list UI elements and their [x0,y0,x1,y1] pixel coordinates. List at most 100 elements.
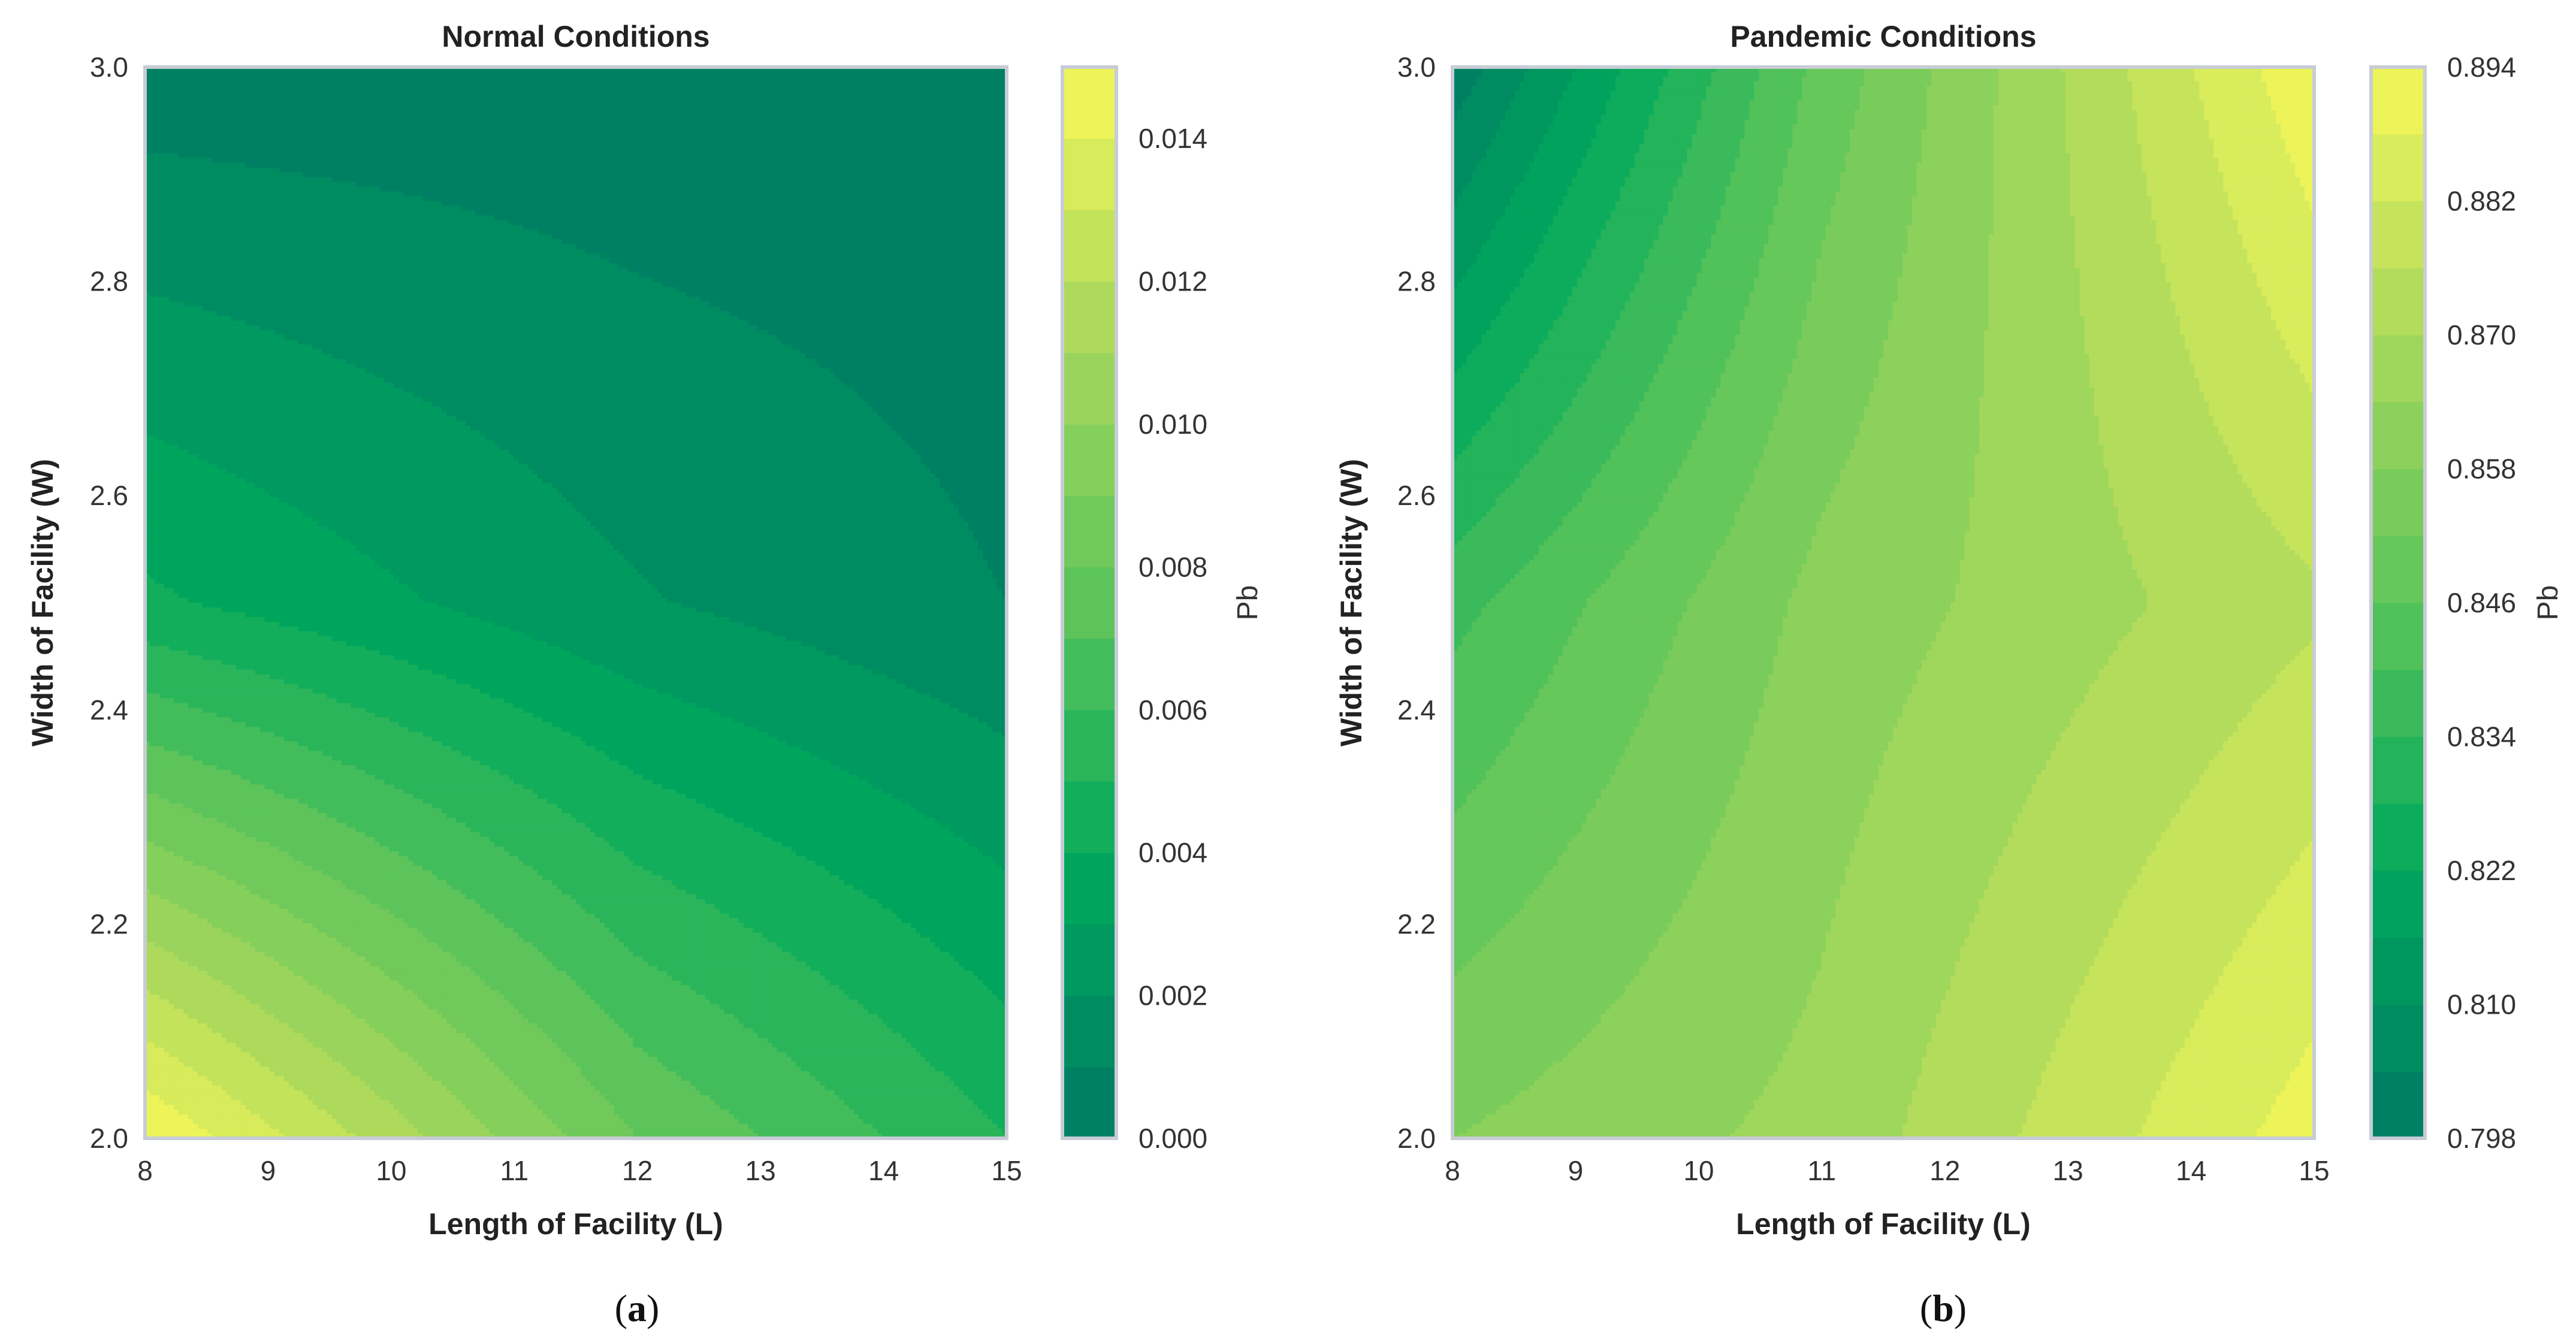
contour-cell [662,81,668,87]
contour-cell [456,81,461,87]
contour-cell [303,72,309,77]
contour-cell [217,86,222,92]
contour-cell [748,72,754,77]
contour-cell [398,77,404,82]
contour-cell [724,77,730,82]
contour-cell [872,86,878,92]
contour-cell [274,86,280,92]
contour-cell [470,86,476,92]
contour-cell [389,81,394,87]
contour-cell [222,86,227,92]
contour-cell [605,72,610,77]
contour-cell [466,86,471,92]
contour-cell [609,77,615,82]
contour-cell [557,81,562,87]
contour-cell [662,72,668,77]
contour-cell [523,72,529,77]
contour-cell [303,86,309,92]
contour-cell [403,86,409,92]
contour-cell [944,77,950,82]
contour-cell [514,81,519,87]
contour-cell [342,72,347,77]
contour-cell [504,77,509,82]
contour-cell [485,72,490,77]
contour-cell [643,72,648,77]
contour-cell [250,72,256,77]
contour-cell [585,72,591,77]
contour-cell [839,86,844,92]
contour-cell [537,81,543,87]
contour-cell [848,81,854,87]
contour-cell [461,81,466,87]
contour-cell [236,77,241,82]
contour-cell [504,86,509,92]
contour-cell [155,81,160,87]
contour-cell [877,81,883,87]
contour-cell [643,81,648,87]
contour-cell [763,77,768,82]
contour-cell [398,72,404,77]
contour-cell [557,72,562,77]
contour-cell [648,81,653,87]
contour-cell [705,81,711,87]
contour-cell [906,72,911,77]
contour-cell [318,77,323,82]
contour-cell [342,77,347,82]
contour-cell [313,72,318,77]
contour-cell [877,72,883,77]
contour-cell [437,81,442,87]
contour-cell [308,72,313,77]
contour-cell [834,77,839,82]
contour-cell [456,77,461,82]
contour-cell [246,81,251,87]
contour-cell [868,86,873,92]
contour-cell [968,77,974,82]
contour-cell [705,72,711,77]
contour-cell [810,72,816,77]
contour-cell [739,81,744,87]
contour-cell [188,72,194,77]
contour-cell [265,86,270,92]
contour-cell [815,77,820,82]
contour-cell [533,86,538,92]
contour-cell [398,86,404,92]
contour-cell [792,77,797,82]
contour-cell [207,77,213,82]
contour-cell [782,77,787,82]
contour-cell [629,72,634,77]
contour-cell [720,81,725,87]
contour-cell [566,77,572,82]
contour-cell [537,86,543,92]
contour-cell [270,77,275,82]
contour-cell [614,86,620,92]
contour-cell [677,72,682,77]
contour-cell [542,86,548,92]
contour-cell [222,81,227,87]
contour-cell [901,72,907,77]
contour-cell [848,72,854,77]
contour-cell [858,77,863,82]
contour-cell [169,81,174,87]
contour-cell [494,72,500,77]
contour-cell [935,77,940,82]
contour-cell [768,72,773,77]
contour-cell [217,81,222,87]
contour-cell [848,77,854,82]
contour-cell [657,86,663,92]
contour-cell [198,81,203,87]
contour-cell [768,81,773,87]
contour-cell [605,77,610,82]
contour-cell [633,81,639,87]
contour-cell [810,77,816,82]
contour-cell [619,81,624,87]
contour-cell [629,86,634,92]
contour-cell [667,81,672,87]
contour-cell [332,81,337,87]
contour-cell [758,77,763,82]
contour-cell [935,72,940,77]
contour-cell [720,77,725,82]
contour-cell [825,81,830,87]
contour-cell [992,77,998,82]
contour-cell [672,81,677,87]
contour-cell [920,81,926,87]
